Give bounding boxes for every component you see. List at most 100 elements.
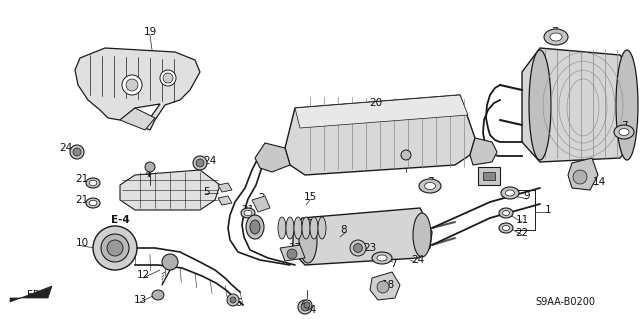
Text: 9: 9 [524, 191, 531, 201]
Ellipse shape [152, 290, 164, 300]
Text: 21: 21 [76, 195, 88, 205]
Ellipse shape [501, 187, 519, 199]
Ellipse shape [529, 50, 551, 160]
Text: 11: 11 [515, 215, 529, 225]
Text: 2: 2 [259, 193, 266, 203]
Circle shape [230, 297, 236, 303]
Text: 24: 24 [412, 255, 424, 265]
Polygon shape [10, 286, 52, 302]
Ellipse shape [424, 182, 435, 189]
Text: 24: 24 [303, 305, 317, 315]
Circle shape [162, 254, 178, 270]
Circle shape [70, 145, 84, 159]
Ellipse shape [372, 252, 392, 264]
Polygon shape [120, 108, 155, 130]
Text: 22: 22 [515, 228, 529, 238]
Ellipse shape [499, 208, 513, 218]
Ellipse shape [544, 29, 568, 45]
Text: 16: 16 [229, 298, 243, 308]
Text: 7: 7 [621, 121, 627, 131]
Text: FR.: FR. [27, 290, 43, 300]
Text: 1: 1 [545, 205, 551, 215]
Ellipse shape [86, 178, 100, 188]
Text: 8: 8 [340, 225, 348, 235]
Circle shape [163, 73, 173, 83]
Ellipse shape [318, 217, 326, 239]
Bar [483, 172, 495, 180]
Circle shape [122, 75, 142, 95]
Ellipse shape [310, 217, 318, 239]
Circle shape [107, 240, 123, 256]
Circle shape [101, 234, 129, 262]
Text: 23: 23 [364, 243, 376, 253]
Ellipse shape [278, 217, 286, 239]
Ellipse shape [241, 208, 255, 218]
Text: 18: 18 [381, 280, 395, 290]
Circle shape [145, 162, 155, 172]
Ellipse shape [244, 210, 252, 216]
Ellipse shape [616, 50, 638, 160]
Text: 4: 4 [145, 169, 151, 179]
Polygon shape [295, 95, 468, 128]
Circle shape [73, 148, 81, 156]
Ellipse shape [302, 217, 310, 239]
Bar [478, 167, 500, 185]
Ellipse shape [413, 213, 431, 257]
Polygon shape [75, 48, 200, 130]
Ellipse shape [246, 215, 264, 239]
Polygon shape [280, 245, 305, 261]
Polygon shape [370, 272, 400, 300]
Circle shape [160, 70, 176, 86]
Text: 5: 5 [204, 187, 211, 197]
Circle shape [401, 150, 411, 160]
Ellipse shape [353, 243, 362, 253]
Ellipse shape [506, 190, 515, 196]
Text: 21: 21 [241, 205, 255, 215]
Text: 12: 12 [136, 270, 150, 280]
Text: E-4: E-4 [111, 215, 129, 225]
Circle shape [196, 159, 204, 167]
Polygon shape [252, 196, 270, 212]
Circle shape [227, 294, 239, 306]
Polygon shape [218, 183, 232, 192]
Text: 3: 3 [257, 222, 263, 232]
Polygon shape [568, 158, 598, 190]
Ellipse shape [250, 220, 260, 234]
Circle shape [126, 79, 138, 91]
Text: 19: 19 [143, 27, 157, 37]
Text: 17: 17 [289, 243, 301, 253]
Text: 14: 14 [593, 177, 605, 187]
Text: 24: 24 [60, 143, 72, 153]
Circle shape [301, 303, 309, 311]
Ellipse shape [499, 223, 513, 233]
Ellipse shape [86, 198, 100, 208]
Text: 20: 20 [369, 98, 383, 108]
Polygon shape [522, 48, 635, 162]
Text: 24: 24 [204, 156, 216, 166]
Text: 7: 7 [550, 27, 557, 37]
Circle shape [302, 300, 312, 310]
Polygon shape [255, 143, 290, 172]
Ellipse shape [294, 217, 302, 239]
Ellipse shape [619, 129, 629, 136]
Circle shape [298, 300, 312, 314]
Ellipse shape [299, 219, 317, 263]
Circle shape [93, 226, 137, 270]
Ellipse shape [614, 125, 634, 139]
Ellipse shape [419, 179, 441, 193]
Polygon shape [120, 170, 220, 210]
Ellipse shape [350, 240, 366, 256]
Polygon shape [293, 208, 432, 265]
Ellipse shape [286, 217, 294, 239]
Polygon shape [218, 196, 232, 205]
Ellipse shape [502, 226, 509, 231]
Text: 15: 15 [303, 192, 317, 202]
Circle shape [377, 281, 389, 293]
Ellipse shape [89, 200, 97, 206]
Circle shape [287, 249, 297, 259]
Polygon shape [470, 138, 497, 165]
Ellipse shape [550, 33, 562, 41]
Circle shape [193, 156, 207, 170]
Ellipse shape [89, 180, 97, 186]
Text: 10: 10 [76, 238, 88, 248]
